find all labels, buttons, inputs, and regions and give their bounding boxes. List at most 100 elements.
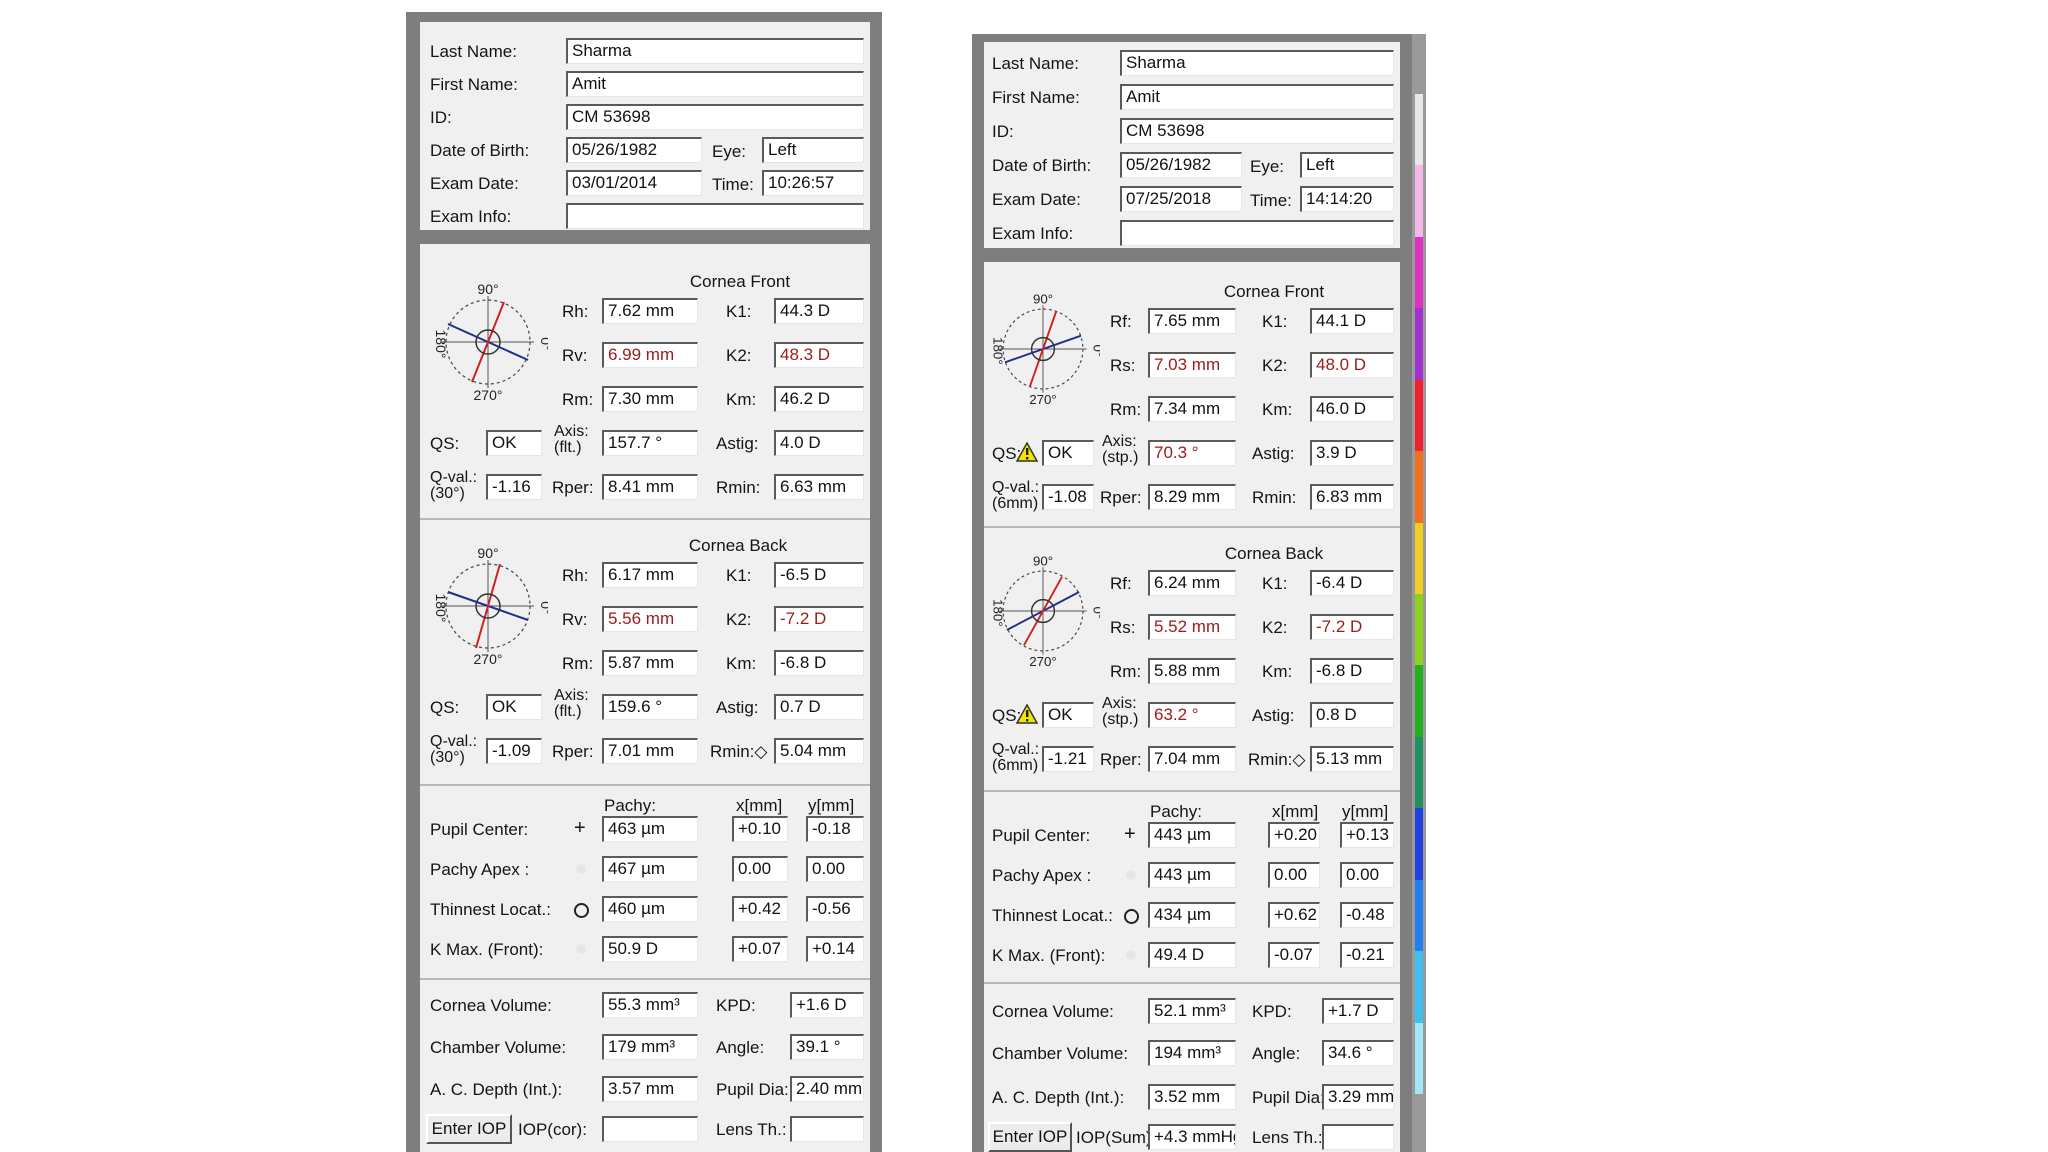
pupil-dia-field[interactable]: 2.40 mm xyxy=(790,1076,864,1102)
back-k2-field[interactable]: -7.2 D xyxy=(774,606,864,632)
front-rper-field[interactable]: 8.41 mm xyxy=(602,474,698,500)
pupil-center-y-field[interactable]: +0.13 xyxy=(1340,822,1394,848)
front-r2-field[interactable]: 7.03 mm xyxy=(1148,352,1236,378)
kmax-y-field[interactable]: +0.14 xyxy=(806,936,864,962)
back-axis-field[interactable]: 159.6 ° xyxy=(602,694,698,720)
front-qs-field[interactable]: OK xyxy=(1042,440,1094,466)
back-k1-field[interactable]: -6.4 D xyxy=(1310,570,1394,596)
front-astig-field[interactable]: 3.9 D xyxy=(1310,440,1394,466)
front-km-field[interactable]: 46.0 D xyxy=(1310,396,1394,422)
dob-field[interactable]: 05/26/1982 xyxy=(1120,152,1242,178)
time-field[interactable]: 14:14:20 xyxy=(1300,186,1394,212)
pachy-apex-pachy-field[interactable]: 443 µm xyxy=(1148,862,1236,888)
exam-date-field[interactable]: 07/25/2018 xyxy=(1120,186,1242,212)
last-name-field[interactable]: Sharma xyxy=(566,38,864,64)
pachy-apex-x-field[interactable]: 0.00 xyxy=(1268,862,1320,888)
pachy-apex-y-field[interactable]: 0.00 xyxy=(806,856,864,882)
pupil-center-y-field[interactable]: -0.18 xyxy=(806,816,864,842)
pupil-center-pachy-field[interactable]: 463 µm xyxy=(602,816,698,842)
kmax-x-field[interactable]: +0.07 xyxy=(732,936,788,962)
first-name-field[interactable]: Amit xyxy=(566,71,864,97)
pachy-apex-x-field[interactable]: 0.00 xyxy=(732,856,788,882)
exam-date-field[interactable]: 03/01/2014 xyxy=(566,170,702,196)
pachy-apex-y-field[interactable]: 0.00 xyxy=(1340,862,1394,888)
back-r2-field[interactable]: 5.52 mm xyxy=(1148,614,1236,640)
front-k1-field[interactable]: 44.3 D xyxy=(774,298,864,324)
front-r1-field[interactable]: 7.62 mm xyxy=(602,298,698,324)
pupil-dia-field[interactable]: 3.29 mm xyxy=(1322,1084,1394,1110)
enter-iop-button[interactable]: Enter IOP xyxy=(426,1114,512,1144)
back-qs-field[interactable]: OK xyxy=(486,694,542,720)
back-qs-field[interactable]: OK xyxy=(1042,702,1094,728)
front-rm-field[interactable]: 7.34 mm xyxy=(1148,396,1236,422)
back-k1-field[interactable]: -6.5 D xyxy=(774,562,864,588)
back-rper-field[interactable]: 7.01 mm xyxy=(602,738,698,764)
ac-depth-field[interactable]: 3.57 mm xyxy=(602,1076,698,1102)
back-rm-field[interactable]: 5.87 mm xyxy=(602,650,698,676)
back-rm-field[interactable]: 5.88 mm xyxy=(1148,658,1236,684)
ac-depth-field[interactable]: 3.52 mm xyxy=(1148,1084,1236,1110)
back-axis-field[interactable]: 63.2 ° xyxy=(1148,702,1236,728)
thinnest-pachy-field[interactable]: 460 µm xyxy=(602,896,698,922)
back-rper-field[interactable]: 7.04 mm xyxy=(1148,746,1236,772)
last-name-field[interactable]: Sharma xyxy=(1120,50,1394,76)
front-axis-field[interactable]: 157.7 ° xyxy=(602,430,698,456)
back-astig-field[interactable]: 0.7 D xyxy=(774,694,864,720)
chamber-volume-field[interactable]: 179 mm³ xyxy=(602,1034,698,1060)
pupil-center-x-field[interactable]: +0.20 xyxy=(1268,822,1320,848)
front-astig-field[interactable]: 4.0 D xyxy=(774,430,864,456)
chamber-volume-field[interactable]: 194 mm³ xyxy=(1148,1040,1236,1066)
first-name-field[interactable]: Amit xyxy=(1120,84,1394,110)
front-rm-field[interactable]: 7.30 mm xyxy=(602,386,698,412)
front-k2-field[interactable]: 48.3 D xyxy=(774,342,864,368)
front-r2-field[interactable]: 6.99 mm xyxy=(602,342,698,368)
kmax-value-field[interactable]: 49.4 D xyxy=(1148,942,1236,968)
back-r1-field[interactable]: 6.17 mm xyxy=(602,562,698,588)
front-k2-field[interactable]: 48.0 D xyxy=(1310,352,1394,378)
front-rmin-field[interactable]: 6.63 mm xyxy=(774,474,864,500)
back-rmin-field[interactable]: 5.04 mm xyxy=(774,738,864,764)
pachy-apex-pachy-field[interactable]: 467 µm xyxy=(602,856,698,882)
lens-thickness-field[interactable] xyxy=(790,1116,864,1142)
back-qval-field[interactable]: -1.09 xyxy=(486,738,542,764)
thinnest-y-field[interactable]: -0.56 xyxy=(806,896,864,922)
front-r1-field[interactable]: 7.65 mm xyxy=(1148,308,1236,334)
exam-info-field[interactable] xyxy=(566,203,864,229)
back-r1-field[interactable]: 6.24 mm xyxy=(1148,570,1236,596)
back-astig-field[interactable]: 0.8 D xyxy=(1310,702,1394,728)
exam-info-field[interactable] xyxy=(1120,220,1394,246)
enter-iop-button[interactable]: Enter IOP xyxy=(988,1122,1072,1152)
dob-field[interactable]: 05/26/1982 xyxy=(566,137,702,163)
kmax-x-field[interactable]: -0.07 xyxy=(1268,942,1320,968)
eye-field[interactable]: Left xyxy=(1300,152,1394,178)
lens-thickness-field[interactable] xyxy=(1322,1124,1394,1150)
time-field[interactable]: 10:26:57 xyxy=(762,170,864,196)
id-field[interactable]: CM 53698 xyxy=(566,104,864,130)
back-qval-field[interactable]: -1.21 xyxy=(1042,746,1094,772)
front-rper-field[interactable]: 8.29 mm xyxy=(1148,484,1236,510)
back-km-field[interactable]: -6.8 D xyxy=(774,650,864,676)
kmax-value-field[interactable]: 50.9 D xyxy=(602,936,698,962)
kpd-field[interactable]: +1.6 D xyxy=(790,992,864,1018)
cornea-volume-field[interactable]: 55.3 mm³ xyxy=(602,992,698,1018)
id-field[interactable]: CM 53698 xyxy=(1120,118,1394,144)
back-km-field[interactable]: -6.8 D xyxy=(1310,658,1394,684)
front-km-field[interactable]: 46.2 D xyxy=(774,386,864,412)
front-rmin-field[interactable]: 6.83 mm xyxy=(1310,484,1394,510)
kmax-y-field[interactable]: -0.21 xyxy=(1340,942,1394,968)
front-qs-field[interactable]: OK xyxy=(486,430,542,456)
angle-field[interactable]: 34.6 ° xyxy=(1322,1040,1394,1066)
back-rmin-field[interactable]: 5.13 mm xyxy=(1310,746,1394,772)
thinnest-pachy-field[interactable]: 434 µm xyxy=(1148,902,1236,928)
back-k2-field[interactable]: -7.2 D xyxy=(1310,614,1394,640)
front-qval-field[interactable]: -1.08 xyxy=(1042,484,1094,510)
back-r2-field[interactable]: 5.56 mm xyxy=(602,606,698,632)
thinnest-x-field[interactable]: +0.62 xyxy=(1268,902,1320,928)
thinnest-x-field[interactable]: +0.42 xyxy=(732,896,788,922)
pupil-center-x-field[interactable]: +0.10 xyxy=(732,816,788,842)
eye-field[interactable]: Left xyxy=(762,137,864,163)
pupil-center-pachy-field[interactable]: 443 µm xyxy=(1148,822,1236,848)
front-k1-field[interactable]: 44.1 D xyxy=(1310,308,1394,334)
kpd-field[interactable]: +1.7 D xyxy=(1322,998,1394,1024)
thinnest-y-field[interactable]: -0.48 xyxy=(1340,902,1394,928)
